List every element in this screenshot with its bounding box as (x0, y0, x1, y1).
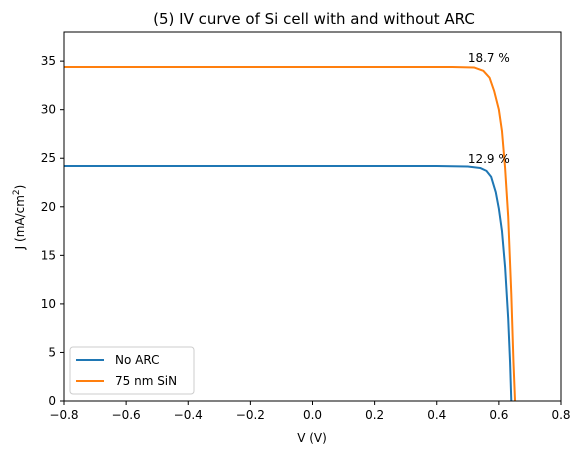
y-tick-label: 30 (41, 103, 56, 117)
x-tick-label: 0.2 (365, 408, 384, 422)
y-axis-label: J (mA/cm2) (12, 185, 27, 251)
y-tick-label: 35 (41, 54, 56, 68)
y-axis: 0 5 10 15 20 25 30 35 (41, 54, 64, 408)
legend-label-sin: 75 nm SiN (115, 374, 177, 388)
x-tick-label: 0.6 (489, 408, 508, 422)
y-tick-label: 25 (41, 151, 56, 165)
efficiency-annotation: 12.9 % (468, 152, 510, 166)
x-tick-label: 0.4 (427, 408, 446, 422)
x-axis: −0.8 −0.6 −0.4 −0.2 0.0 0.2 0.4 0.6 0.8 (49, 401, 571, 422)
x-tick-label: 0.0 (303, 408, 322, 422)
series-layer (64, 65, 517, 402)
legend-box (69, 346, 195, 395)
plot-area (63, 31, 562, 402)
plot-frame (63, 31, 562, 402)
x-tick-label: 0.8 (551, 408, 570, 422)
y-tick-label: 15 (41, 248, 56, 262)
x-tick-label: −0.6 (112, 408, 141, 422)
x-axis-label: V (V) (297, 431, 327, 445)
y-tick-label: 20 (41, 200, 56, 214)
chart-title: (5) IV curve of Si cell with and without… (153, 10, 475, 28)
x-tick-label: −0.2 (236, 408, 265, 422)
legend-label-no-arc: No ARC (115, 353, 159, 367)
series-line-0 (64, 165, 513, 402)
y-tick-label: 5 (48, 345, 56, 359)
y-tick-label: 0 (48, 394, 56, 408)
legend: No ARC 75 nm SiN (69, 346, 195, 395)
annotations: 18.7 % 12.9 % (468, 51, 510, 166)
x-tick-label: −0.4 (174, 408, 203, 422)
series-line-1 (64, 65, 517, 402)
efficiency-annotation: 18.7 % (468, 51, 510, 65)
y-tick-label: 10 (41, 297, 56, 311)
x-tick-label: −0.8 (49, 408, 78, 422)
